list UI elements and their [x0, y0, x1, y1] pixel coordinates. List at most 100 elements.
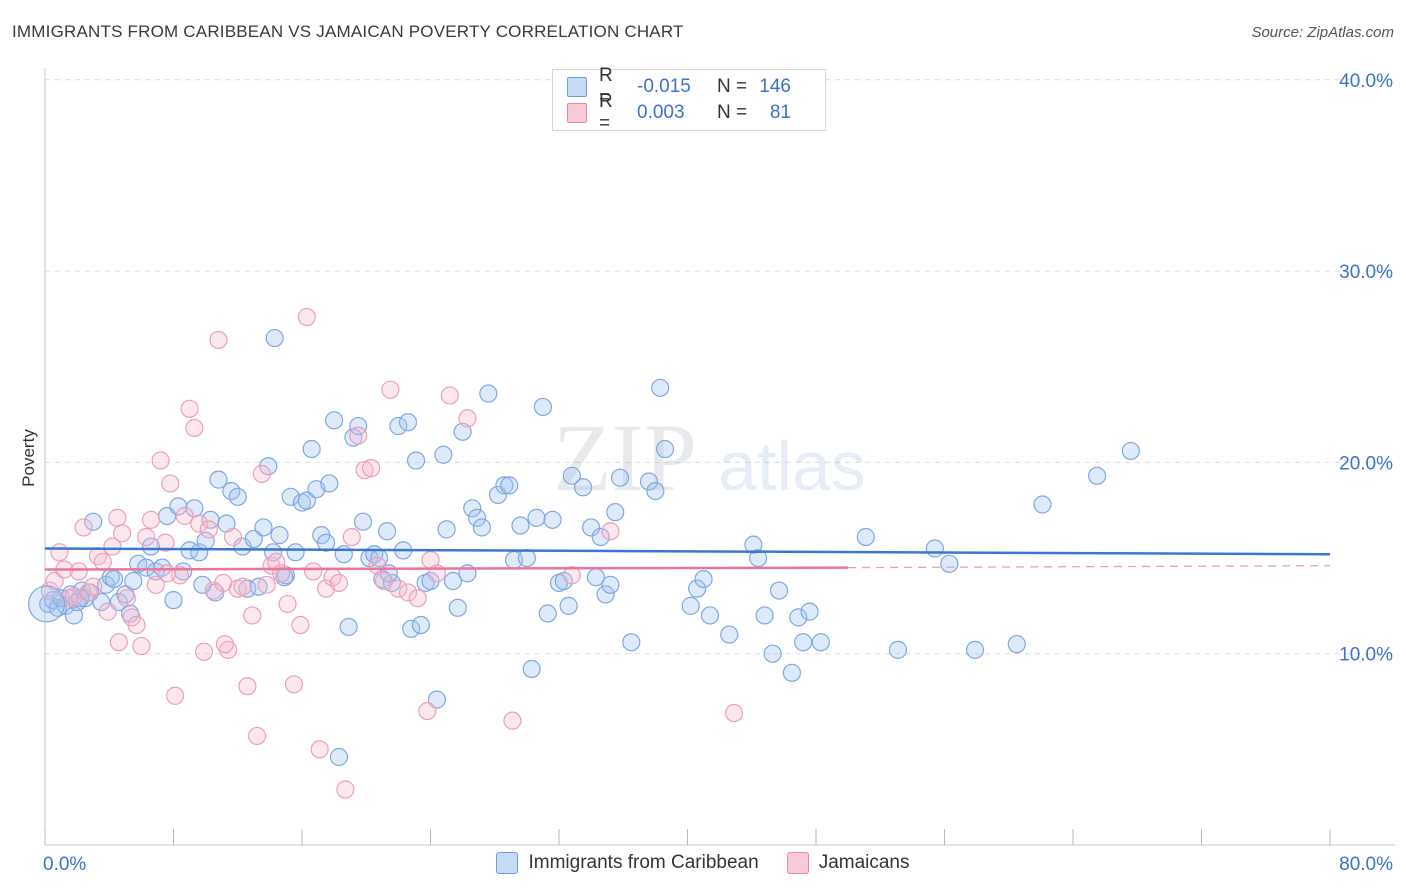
- data-point: [349, 416, 368, 436]
- r-value: 0.003: [637, 102, 685, 123]
- trend-line-jamaicans-extension: [848, 565, 1331, 569]
- data-point: [98, 602, 117, 621]
- data-point: [1121, 441, 1140, 461]
- data-point: [272, 564, 291, 583]
- caribbean-legend-swatch: [496, 852, 519, 874]
- data-point: [247, 726, 267, 746]
- data-point: [744, 535, 763, 554]
- watermark-atlas: atlas: [718, 427, 866, 505]
- data-point: [694, 569, 713, 589]
- data-point: [418, 701, 437, 721]
- data-point: [263, 543, 283, 562]
- data-point: [374, 571, 394, 591]
- data-point: [940, 554, 959, 573]
- jamaicans-legend-label: Jamaicans: [818, 852, 910, 873]
- data-point: [219, 640, 238, 659]
- data-point: [137, 558, 156, 577]
- data-point: [233, 577, 252, 596]
- data-point: [157, 564, 177, 583]
- data-point: [353, 512, 373, 531]
- data-point: [538, 604, 557, 623]
- data-point: [655, 439, 675, 459]
- data-point: [749, 548, 768, 568]
- legend-item-caribbean[interactable]: Immigrants from Caribbean: [496, 852, 759, 874]
- data-point: [156, 533, 175, 552]
- data-point: [389, 579, 408, 598]
- data-point: [381, 380, 400, 399]
- series-caribbean-points: [39, 328, 1140, 767]
- series-jamaicans-points: [40, 307, 744, 799]
- stats-legend-row-caribbean: R = -0.015 N = 146: [567, 65, 791, 108]
- data-point: [243, 606, 262, 625]
- data-point: [559, 596, 578, 615]
- data-point: [112, 524, 132, 543]
- data-point: [349, 426, 368, 445]
- legend-item-jamaicans[interactable]: Jamaicans: [786, 852, 910, 874]
- x-tick-label: 80.0%: [1339, 854, 1393, 875]
- data-point: [398, 413, 418, 432]
- r-label: R =: [599, 91, 613, 134]
- data-point: [463, 499, 482, 518]
- y-tick-label: 40.0%: [1339, 71, 1393, 92]
- data-point: [199, 520, 218, 539]
- data-point: [74, 518, 93, 537]
- data-point: [141, 537, 161, 556]
- data-point: [175, 506, 194, 526]
- data-point: [109, 633, 128, 652]
- data-point: [64, 587, 84, 606]
- data-point: [291, 615, 310, 635]
- data-point: [69, 562, 88, 581]
- data-point: [132, 636, 151, 656]
- data-point: [610, 468, 630, 487]
- y-tick-label: 20.0%: [1339, 453, 1393, 474]
- data-point: [406, 451, 426, 470]
- data-point: [421, 550, 440, 570]
- data-point: [479, 384, 498, 403]
- data-point: [117, 589, 137, 608]
- data-point: [856, 527, 875, 547]
- data-point: [622, 633, 641, 652]
- data-point: [92, 592, 111, 612]
- data-point: [238, 677, 257, 696]
- data-point: [325, 411, 344, 430]
- data-point: [223, 527, 243, 547]
- data-point: [646, 481, 665, 501]
- data-point: [185, 418, 204, 438]
- data-point: [495, 476, 514, 495]
- data-point: [688, 579, 707, 598]
- data-point: [448, 598, 467, 617]
- data-point: [888, 640, 908, 659]
- data-point: [257, 575, 276, 594]
- data-point: [440, 386, 459, 405]
- data-point: [606, 503, 625, 522]
- data-point: [153, 558, 172, 577]
- data-point: [763, 644, 782, 663]
- data-point: [166, 686, 185, 705]
- data-point: [522, 659, 541, 679]
- data-point: [1007, 635, 1026, 654]
- data-point: [755, 606, 774, 625]
- x-tick-label: 0.0%: [43, 854, 86, 875]
- data-point: [527, 508, 546, 527]
- data-point: [254, 518, 273, 537]
- data-point: [316, 533, 336, 552]
- data-point: [1033, 495, 1052, 514]
- data-points: [28, 307, 1140, 799]
- trend-line-caribbean: [44, 547, 1331, 556]
- data-point: [601, 575, 620, 594]
- caribbean-legend-label: Immigrants from Caribbean: [528, 852, 759, 873]
- tick-labels: 10.0% 20.0% 30.0% 40.0% 0.0% 80.0%: [43, 71, 1393, 875]
- data-point: [320, 474, 339, 493]
- watermark-zip: ZIP: [553, 404, 697, 511]
- y-tick-label: 10.0%: [1339, 645, 1393, 666]
- data-point: [104, 569, 124, 589]
- data-point: [591, 527, 610, 547]
- data-point: [339, 617, 358, 637]
- axes: [44, 68, 1395, 846]
- data-point: [302, 439, 321, 459]
- data-point: [562, 566, 581, 585]
- stats-legend: R = -0.015 N = 146 R = 0.003 N = 81: [552, 65, 826, 134]
- data-point: [108, 508, 127, 527]
- data-point: [265, 328, 284, 348]
- data-point: [252, 464, 271, 483]
